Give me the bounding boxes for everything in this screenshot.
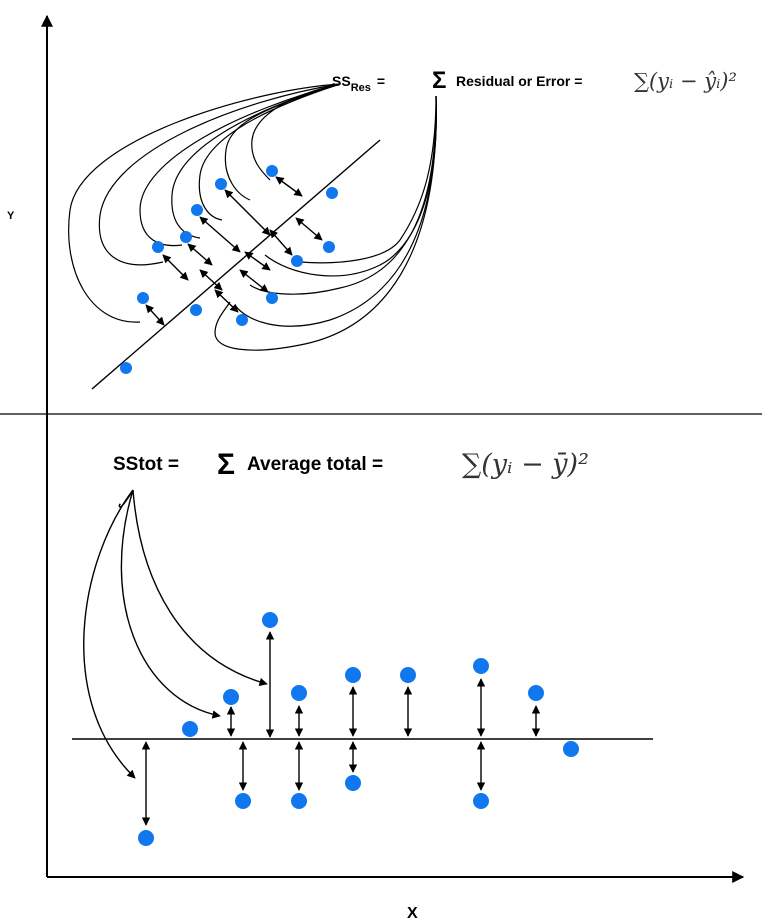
ss-tot-label: SStot = (113, 454, 179, 475)
data-point (182, 721, 198, 737)
residual-arrow (187, 243, 213, 266)
residual-arrow (145, 304, 165, 326)
data-point (473, 793, 489, 809)
deviation-arrows (141, 631, 541, 826)
ss-tot-sigma: Σ (217, 448, 235, 481)
regression-line (91, 139, 381, 390)
ss-tot-formula: ∑(yᵢ − ȳ)² (462, 449, 589, 480)
data-point (291, 793, 307, 809)
data-point (266, 165, 278, 177)
residual-arrow (162, 254, 189, 281)
residual-arrow (275, 176, 303, 197)
ss-res-text: Residual or Error = (456, 73, 582, 89)
ss-tot-curves (83, 489, 268, 779)
residual-arrow (199, 269, 223, 291)
data-point (266, 292, 278, 304)
data-point (191, 204, 203, 216)
data-point (400, 667, 416, 683)
data-point (473, 658, 489, 674)
residual-arrow (214, 289, 239, 313)
data-point (190, 304, 202, 316)
data-point (180, 231, 192, 243)
residual-arrow (224, 189, 271, 236)
data-point (345, 775, 361, 791)
data-point (236, 314, 248, 326)
residual-arrow (199, 216, 241, 253)
data-point (235, 793, 251, 809)
data-point (345, 667, 361, 683)
data-point (291, 255, 303, 267)
data-point (138, 830, 154, 846)
residual-arrows (145, 176, 323, 326)
data-point (563, 741, 579, 757)
deviation-points (138, 612, 579, 846)
data-point (528, 685, 544, 701)
y-axis-label: Y (7, 210, 15, 222)
data-point (323, 241, 335, 253)
data-point (215, 178, 227, 190)
ss-res-sigma: Σ (432, 67, 446, 94)
data-point (223, 689, 239, 705)
residual-arrow (295, 217, 323, 241)
x-axis-label: X (407, 905, 418, 922)
data-point (120, 362, 132, 374)
residual-arrow (244, 251, 271, 271)
ss-tot-text: Average total = (247, 454, 383, 475)
ss-res-formula: ∑(yᵢ − ŷᵢ)² (634, 69, 737, 93)
data-point (152, 241, 164, 253)
data-point (262, 612, 278, 628)
data-point (326, 187, 338, 199)
residual-arrow (239, 269, 269, 293)
residual-points (120, 165, 338, 374)
residual-arrow (269, 229, 293, 256)
data-point (137, 292, 149, 304)
data-point (291, 685, 307, 701)
